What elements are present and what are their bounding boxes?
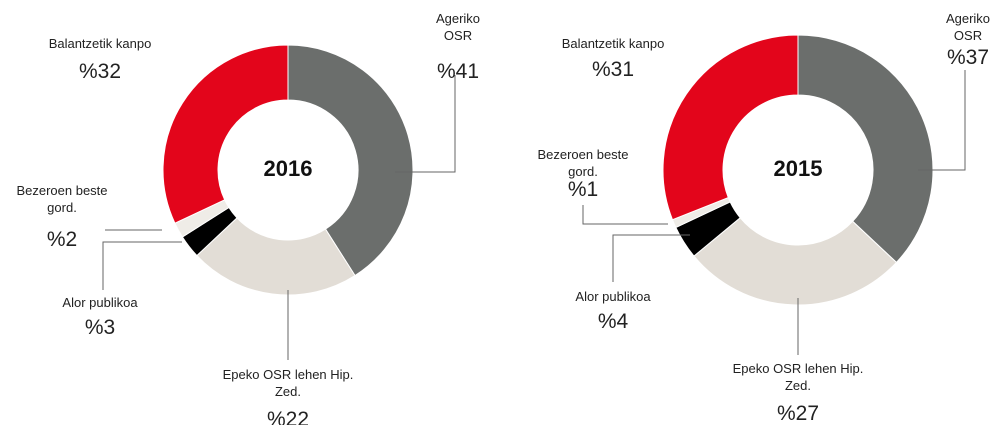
category-label: Epeko OSR lehen Hip. Zed. xyxy=(222,367,354,399)
leader-line xyxy=(582,205,668,225)
value-label: %27 xyxy=(776,402,820,425)
leader-line xyxy=(395,75,456,173)
category-label: Balantzetik kanpo xyxy=(48,36,152,51)
leader-line xyxy=(612,234,690,282)
value-label: %32 xyxy=(78,60,122,83)
category-label: Balantzetik kanpo xyxy=(561,36,665,51)
slice xyxy=(797,34,934,264)
slice xyxy=(196,217,356,296)
value-label: %2 xyxy=(46,228,78,251)
value-label: %37 xyxy=(946,46,990,69)
value-label: %1 xyxy=(567,178,599,201)
category-label: Epeko OSR lehen Hip. Zed. xyxy=(732,361,864,393)
slice xyxy=(287,44,414,277)
category-label: Bezeroen beste gord. xyxy=(16,183,108,215)
value-label: %31 xyxy=(591,58,635,81)
value-label: %3 xyxy=(84,316,116,339)
chart-title: 2016 xyxy=(264,156,313,181)
category-label: Ageriko OSR xyxy=(945,11,991,43)
leader-line xyxy=(102,241,182,290)
value-label: %41 xyxy=(436,60,480,83)
leader-line xyxy=(918,70,966,171)
category-label: Ageriko OSR xyxy=(435,11,481,43)
slice xyxy=(162,44,289,224)
value-label: %4 xyxy=(597,310,629,333)
slice xyxy=(662,34,799,221)
category-label: Bezeroen beste gord. xyxy=(537,147,629,179)
slice xyxy=(693,217,898,306)
value-label: %22 xyxy=(266,408,310,425)
chart-title: 2015 xyxy=(774,156,823,181)
category-label: Alor publikoa xyxy=(575,289,651,304)
category-label: Alor publikoa xyxy=(62,295,138,310)
